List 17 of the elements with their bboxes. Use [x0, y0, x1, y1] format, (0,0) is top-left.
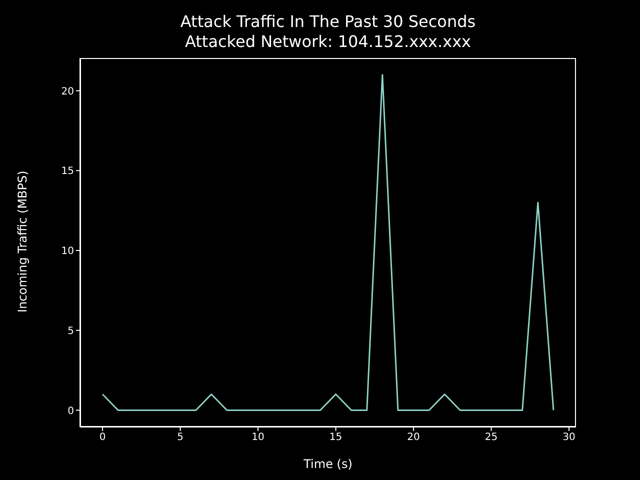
- y-tick-label: 0: [68, 406, 74, 417]
- chart-title: Attack Traffic In The Past 30 Seconds: [179, 12, 477, 32]
- x-tick-label: 30: [562, 432, 576, 444]
- y-tick-label: 5: [68, 326, 74, 337]
- x-tick-label: 25: [484, 432, 498, 444]
- y-tick-label: 10: [61, 246, 74, 258]
- x-tick-label: 0: [99, 432, 106, 444]
- y-tick-label: 15: [61, 166, 74, 178]
- chart-subtitle: Attacked Network: 104.152.xxx.xxx: [184, 32, 472, 52]
- x-tick-label: 20: [407, 432, 420, 444]
- line-series: [102, 74, 554, 411]
- y-tick-label: 20: [61, 86, 74, 98]
- x-tick-label: 10: [252, 432, 264, 444]
- y-axis-title: Incoming Traffic (MBPS): [15, 170, 30, 312]
- x-axis-title: Time (s): [302, 457, 352, 471]
- x-tick-label: 15: [329, 432, 342, 444]
- x-tick-label: 5: [177, 432, 184, 444]
